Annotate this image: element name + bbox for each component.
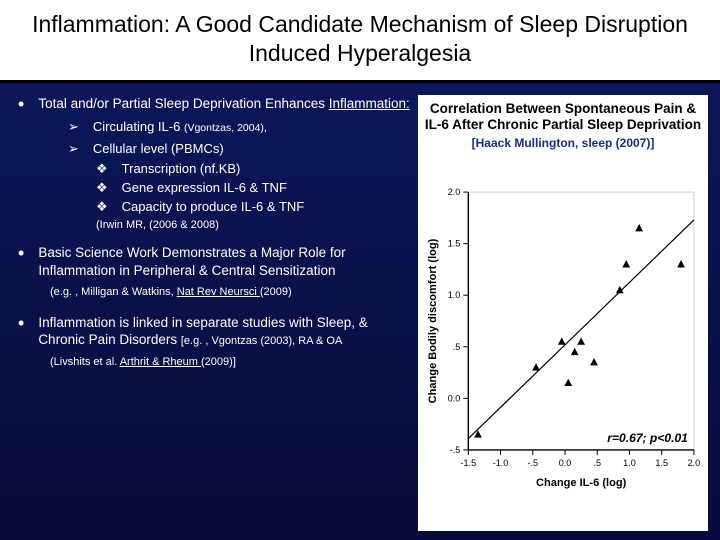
svg-text:-.5: -.5 <box>528 458 539 468</box>
svg-text:Change IL-6 (log): Change IL-6 (log) <box>536 477 627 489</box>
svg-text:0.0: 0.0 <box>559 458 572 468</box>
ref-3: (Livshits et al. Arthrit & Rheum (2009)] <box>50 355 410 369</box>
content-area: • Total and/or Partial Sleep Deprivation… <box>0 83 720 531</box>
ref-2: (e.g. , Milligan & Watkins, Nat Rev Neur… <box>50 285 410 299</box>
bullet-2: • Basic Science Work Demonstrates a Majo… <box>18 244 410 279</box>
svg-text:1.5: 1.5 <box>655 458 668 468</box>
subsub-3-text: Capacity to produce IL-6 & TNF <box>122 199 305 216</box>
subsub-3: ❖ Capacity to produce IL-6 & TNF <box>96 199 410 216</box>
bullet-2-text: Basic Science Work Demonstrates a Major … <box>38 244 410 279</box>
svg-text:0.0: 0.0 <box>448 394 461 404</box>
svg-text:2.0: 2.0 <box>448 187 461 197</box>
sub-2: ➢ Cellular level (PBMCs) <box>68 141 410 158</box>
svg-text:1.0: 1.0 <box>448 290 461 300</box>
bullet-1: • Total and/or Partial Sleep Deprivation… <box>18 95 410 113</box>
bullet-3-text: Inflammation is linked in separate studi… <box>38 314 410 349</box>
bullet-3: • Inflammation is linked in separate stu… <box>18 314 410 349</box>
subsub-1: ❖ Transcription (nf.KB) <box>96 161 410 178</box>
svg-text:-1.0: -1.0 <box>493 458 509 468</box>
chart-title: Correlation Between Spontaneous Pain & I… <box>422 101 704 135</box>
diamond-icon: ❖ <box>96 199 108 216</box>
scatter-chart: -1.5 -1.0 -.5 0.0 .5 1.0 1.5 2.0 -.5 0.0 .5 1.0 1.5 2… <box>422 154 704 526</box>
sub-1: ➢ Circulating IL-6 (Vgontzas, 2004), <box>68 119 410 136</box>
arrow-icon: ➢ <box>68 119 79 136</box>
slide-title: Inflammation: A Good Candidate Mechanism… <box>20 10 700 68</box>
bullet-icon: • <box>18 314 24 349</box>
svg-text:1.5: 1.5 <box>448 239 461 249</box>
svg-text:Change Bodily discomfort (log): Change Bodily discomfort (log) <box>427 239 439 404</box>
svg-text:.5: .5 <box>453 342 461 352</box>
svg-text:r=0.67; p<0.01: r=0.67; p<0.01 <box>607 431 688 445</box>
subsub-2-text: Gene expression IL-6 & TNF <box>122 180 287 197</box>
diamond-icon: ❖ <box>96 180 108 197</box>
chart-citation: [Haack Mullington, sleep (2007)] <box>422 136 704 150</box>
svg-text:1.0: 1.0 <box>623 458 636 468</box>
right-panel: Correlation Between Spontaneous Pain & I… <box>418 95 708 531</box>
arrow-icon: ➢ <box>68 141 79 158</box>
bullet-icon: • <box>18 95 24 113</box>
bullet-icon: • <box>18 244 24 279</box>
svg-text:-1.5: -1.5 <box>461 458 477 468</box>
title-bar: Inflammation: A Good Candidate Mechanism… <box>0 0 720 83</box>
svg-text:.5: .5 <box>593 458 601 468</box>
sub-2-text: Cellular level (PBMCs) <box>93 141 410 158</box>
bullet-1-text: Total and/or Partial Sleep Deprivation E… <box>38 95 410 113</box>
subsub-2: ❖ Gene expression IL-6 & TNF <box>96 180 410 197</box>
svg-text:-.5: -.5 <box>450 445 461 455</box>
left-column: • Total and/or Partial Sleep Deprivation… <box>12 95 410 531</box>
ref-1: (Irwin MR, (2006 & 2008) <box>96 218 410 232</box>
sub-1-text: Circulating IL-6 (Vgontzas, 2004), <box>93 119 410 136</box>
subsub-1-text: Transcription (nf.KB) <box>122 161 241 178</box>
svg-text:2.0: 2.0 <box>688 458 701 468</box>
diamond-icon: ❖ <box>96 161 108 178</box>
chart-svg: -1.5 -1.0 -.5 0.0 .5 1.0 1.5 2.0 -.5 0.0 .5 1.0 1.5 2… <box>422 154 704 526</box>
